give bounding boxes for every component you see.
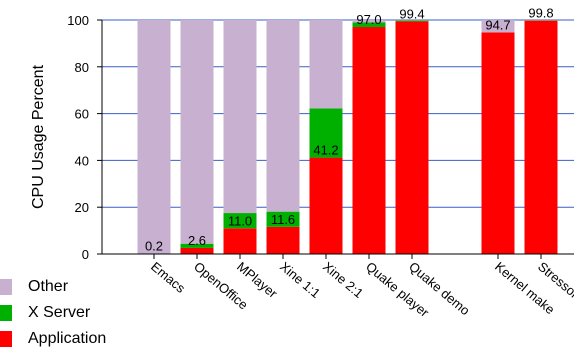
bar-xine-2-1-other: [309, 20, 343, 109]
y-tick-label-100: 100: [67, 13, 89, 28]
bar-quake-demo-x-server: [395, 20, 429, 22]
bar-stressor-application: [524, 20, 558, 254]
legend: Other X Server Application: [0, 274, 106, 352]
bar-mplayer-x-server: [223, 213, 257, 229]
bar-quake-demo-other: [395, 20, 429, 21]
x-tick-label-xine-2-1: Xine 2:1: [320, 259, 366, 301]
bars: [137, 20, 558, 255]
y-tick-label-20: 20: [75, 200, 89, 215]
bar-xine-1-1-other: [266, 20, 300, 212]
bar-mplayer-application: [223, 228, 257, 254]
bar-emacs-other: [137, 20, 171, 254]
bar-stressor-other: [524, 20, 558, 21]
bar-openoffice-x-server: [180, 243, 214, 248]
legend-swatch-application: [0, 331, 12, 347]
bar-xine-2-1-application: [309, 157, 343, 254]
legend-item-other: Other: [0, 274, 106, 300]
legend-label-application: Application: [28, 330, 107, 347]
bar-quake-player-x-server: [352, 22, 386, 28]
bar-kernel-make-other: [481, 20, 515, 33]
y-tick-label-80: 80: [75, 60, 89, 75]
bar-quake-demo-application: [395, 21, 429, 255]
value-label-quake-demo: 99.4: [399, 6, 424, 21]
bar-xine-1-1-application: [266, 226, 300, 254]
legend-label-x-server: X Server: [28, 304, 91, 321]
bar-xine-2-1-x-server: [309, 108, 343, 158]
legend-item-application: Application: [0, 326, 106, 352]
value-label-quake-player: 97.0: [356, 12, 381, 27]
legend-item-x-server: X Server: [0, 300, 106, 326]
value-label-xine-1-1: 11.6: [271, 212, 295, 227]
bar-quake-player-application: [352, 27, 386, 254]
bar-quake-player-other: [352, 20, 386, 23]
x-tick-label-emacs: Emacs: [148, 259, 188, 296]
value-label-stressor: 99.8: [528, 5, 553, 20]
y-tick-labels: 0 20 40 60 80 100: [67, 13, 89, 262]
bar-mplayer-other: [223, 20, 257, 214]
y-tick-label-40: 40: [75, 153, 89, 168]
axes: [97, 19, 574, 259]
value-label-mplayer: 11.0: [228, 213, 252, 228]
y-tick-label-60: 60: [75, 107, 89, 122]
bar-openoffice-other: [180, 20, 214, 244]
bar-xine-1-1-x-server: [266, 211, 300, 227]
legend-swatch-other: [0, 279, 12, 295]
value-labels: 0.2 2.6 11.0 11.6 41.2 97.0 99.4 94.7 99.8: [145, 5, 554, 253]
value-label-openoffice: 2.6: [188, 233, 206, 248]
bar-openoffice-application: [180, 247, 214, 254]
legend-label-other: Other: [28, 278, 69, 295]
legend-swatch-x-server: [0, 305, 12, 321]
value-label-xine-2-1: 41.2: [313, 143, 338, 158]
value-label-emacs: 0.2: [145, 239, 163, 254]
bar-kernel-make-application: [481, 32, 515, 254]
y-axis-label: CPU Usage Percent: [30, 64, 47, 209]
value-label-kernel-make: 94.7: [485, 17, 510, 32]
x-tick-label-xine-1-1: Xine 1:1: [277, 259, 323, 301]
y-tick-label-0: 0: [82, 247, 89, 262]
